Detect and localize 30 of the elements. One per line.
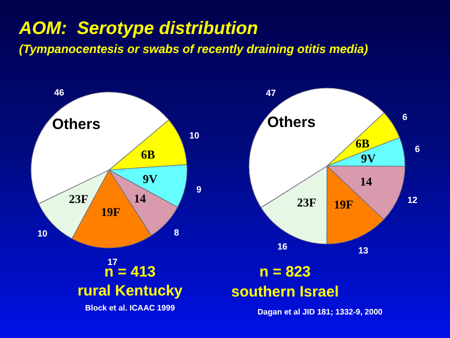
text: n = 823 (259, 264, 311, 280)
data-label: 16 (277, 241, 288, 252)
data-label: 10 (189, 130, 200, 141)
text: rural Kentucky (77, 282, 184, 300)
data-label: 6 (402, 112, 408, 122)
slice-label: 6B (356, 136, 370, 151)
slice-label: 23F (68, 192, 88, 206)
data-label: 13 (358, 246, 368, 256)
text: Dagan et al JID 181; 1332-9, 2000 (258, 308, 384, 316)
slice-label: 23F (296, 196, 316, 210)
slice-label: 9V (142, 172, 158, 186)
slice-label: 14 (360, 174, 372, 189)
data-label: 9 (196, 184, 202, 194)
text: southern Israel (231, 284, 339, 300)
data-label: 47 (266, 88, 276, 98)
data-label: 12 (407, 195, 418, 206)
chart-subtitle: (Tympanocentesis or swabs of recently draining otitis media) (19, 42, 368, 56)
text: Block et al. ICAAC 1999 (85, 304, 176, 312)
slice-label: Others (52, 116, 100, 134)
data-label: 46 (54, 88, 64, 98)
slice-label: 19F (100, 204, 120, 219)
data-label: 8 (174, 228, 180, 238)
data-label: 10 (37, 228, 48, 238)
slice-label: 6B (140, 147, 155, 162)
slice-label: 19F (334, 198, 354, 212)
slice-label: 14 (134, 192, 146, 206)
data-label: 6 (414, 144, 420, 154)
slice-label: 9V (360, 151, 376, 166)
chart-title: AOM: Serotype distribution (19, 18, 258, 39)
slice-label: Others (267, 114, 316, 132)
